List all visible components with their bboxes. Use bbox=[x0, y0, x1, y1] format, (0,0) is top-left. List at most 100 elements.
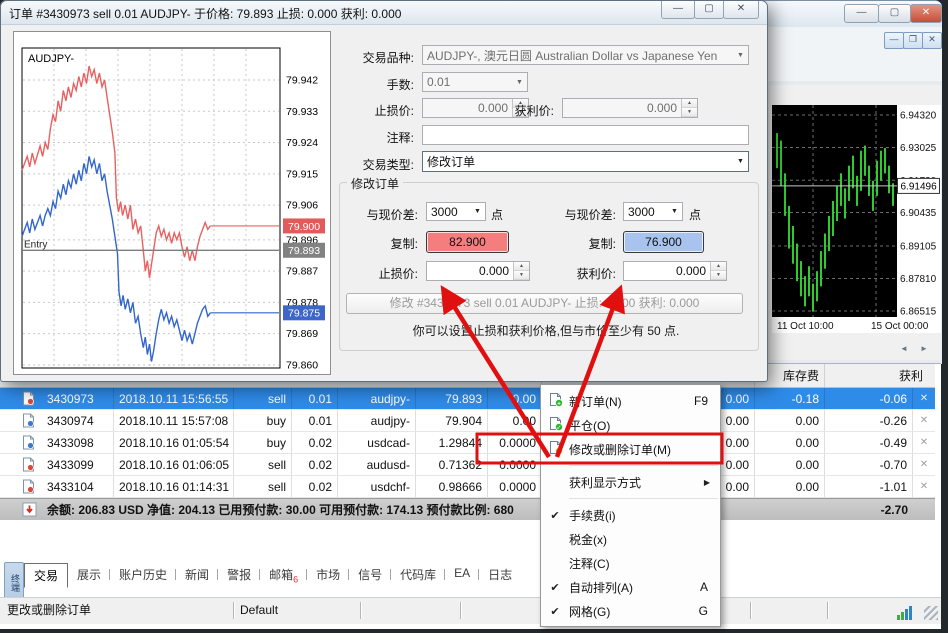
menu-item-获利显示方式[interactable]: 获利显示方式 ▶ bbox=[541, 470, 720, 494]
maximize-button[interactable]: ▢ bbox=[878, 4, 911, 23]
spinner-buttons[interactable]: ▲ ▼ bbox=[681, 99, 697, 117]
symbol-select[interactable]: AUDJPY-, 澳元日圆 Australian Dollar vs Japan… bbox=[422, 45, 749, 65]
order-id: 3430974 bbox=[42, 410, 114, 431]
chart-restore-button[interactable]: ❐ bbox=[903, 32, 923, 49]
volume-label: 手数: bbox=[386, 78, 414, 92]
close-order-icon[interactable]: ✕ bbox=[919, 393, 929, 404]
check-icon: ✔ bbox=[550, 509, 560, 522]
volume-select[interactable]: 0.01 ▼ bbox=[422, 72, 528, 92]
order-swap: 0.00 bbox=[755, 454, 825, 475]
chart-minimize-button[interactable]: — bbox=[884, 32, 904, 49]
scroll-left-icon[interactable]: ◄ bbox=[900, 344, 908, 353]
status-profile[interactable]: Default bbox=[240, 603, 279, 617]
order-dialog: 订单 #3430973 sell 0.01 AUDJPY- 于价格: 79.89… bbox=[0, 0, 768, 382]
svg-text:79.875: 79.875 bbox=[288, 308, 320, 320]
market-chart-panel[interactable]: 6.943206.930256.917206.904356.891056.878… bbox=[769, 85, 941, 360]
spinner-buttons[interactable]: ▲ ▼ bbox=[512, 99, 528, 117]
order-time: 2018.10.11 15:56:55 bbox=[114, 388, 234, 409]
dialog-titlebar[interactable]: 订单 #3430973 sell 0.01 AUDJPY- 于价格: 79.89… bbox=[1, 1, 767, 25]
modify-stoploss-label: 止损价: bbox=[378, 267, 418, 281]
tab-EA[interactable]: EA bbox=[445, 563, 480, 583]
scroll-right-icon[interactable]: ► bbox=[920, 344, 928, 353]
close-button[interactable]: ✕ bbox=[910, 4, 942, 23]
takeprofit-field[interactable]: 0.000 ▲ ▼ bbox=[562, 98, 698, 118]
menu-item-label: 网格(G) bbox=[569, 604, 611, 619]
chevron-down-icon: ▼ bbox=[671, 208, 678, 215]
menu-item-手续费(i)[interactable]: ✔ 手续费(i) bbox=[541, 503, 720, 527]
stoploss-field[interactable]: 0.000 ▲ ▼ bbox=[422, 98, 529, 118]
order-time: 2018.10.16 01:14:31 bbox=[114, 476, 234, 497]
svg-text:11 Oct 10:00: 11 Oct 10:00 bbox=[777, 321, 834, 332]
tab-账户历史[interactable]: 账户历史 bbox=[110, 563, 177, 586]
order-type-icon bbox=[20, 454, 42, 475]
modify-stoploss-field[interactable]: 0.000 ▲ ▼ bbox=[426, 261, 530, 281]
order-time: 2018.10.16 01:05:54 bbox=[114, 432, 234, 453]
tab-代码库[interactable]: 代码库 bbox=[391, 563, 446, 586]
total-profit: -2.70 bbox=[880, 503, 908, 517]
comment-label: 注释: bbox=[386, 131, 414, 145]
price-diff-label-left: 与现价差: bbox=[366, 208, 418, 222]
copy-buy-price-button[interactable]: 76.900 bbox=[623, 231, 704, 253]
order-type-select[interactable]: 修改订单 ▼ bbox=[422, 151, 749, 172]
menu-item-税金(x)[interactable]: 税金(x) bbox=[541, 527, 720, 551]
chevron-down-icon: ▼ bbox=[737, 158, 744, 165]
new-order-icon: + bbox=[548, 392, 563, 410]
order-id: 3430973 bbox=[42, 388, 114, 409]
menu-item-网格(G)[interactable]: ✔ 网格(G) G bbox=[541, 599, 720, 623]
comment-input[interactable] bbox=[422, 125, 749, 145]
chart-close-button[interactable]: ✕ bbox=[922, 32, 942, 49]
copy-sell-price-button[interactable]: 82.900 bbox=[426, 231, 509, 253]
points-label-right: 点 bbox=[689, 208, 702, 222]
swap-column-header[interactable]: 库存费 bbox=[755, 364, 825, 387]
menu-item-label: 手续费(i) bbox=[569, 508, 616, 523]
modify-group-title: 修改订单 bbox=[347, 175, 404, 192]
menu-separator bbox=[541, 494, 720, 503]
price-diff-select-left[interactable]: 3000 ▼ bbox=[426, 202, 486, 221]
menu-item-平仓(O)[interactable]: ✓ 平仓(O) bbox=[541, 413, 720, 437]
copy-label-sell: 复制: bbox=[390, 237, 418, 251]
modify-order-button[interactable]: 修改 #3430973 sell 0.01 AUDJPY- 止损: 0.000 … bbox=[346, 293, 743, 314]
order-row[interactable]: 3433099 2018.10.16 01:06:05 sell 0.02 audusd… bbox=[0, 454, 935, 476]
svg-text:15 Oct 00:00: 15 Oct 00:00 bbox=[871, 321, 929, 332]
dialog-close-button[interactable]: ✕ bbox=[723, 1, 759, 19]
menu-item-label: 平仓(O) bbox=[569, 418, 611, 433]
tab-交易[interactable]: 交易 bbox=[24, 563, 69, 588]
modify-takeprofit-field[interactable]: 0.000 ▲ ▼ bbox=[623, 261, 727, 281]
menu-item-新订单(N)[interactable]: + 新订单(N) F9 bbox=[541, 389, 720, 413]
tab-警报[interactable]: 警报 bbox=[218, 563, 261, 586]
mailbox-badge: 6 bbox=[293, 574, 299, 585]
menu-item-自动排列(A)[interactable]: ✔ 自动排列(A) A bbox=[541, 575, 720, 599]
order-row[interactable]: 3430973 2018.10.11 15:56:55 sell 0.01 audjpy… bbox=[0, 388, 935, 410]
order-time: 2018.10.11 15:57:08 bbox=[114, 410, 234, 431]
close-order-icon[interactable]: ✕ bbox=[919, 437, 929, 448]
menu-item-注释(C)[interactable]: 注释(C) bbox=[541, 551, 720, 575]
tab-日志[interactable]: 日志 bbox=[488, 568, 513, 582]
spinner-buttons[interactable]: ▲ ▼ bbox=[710, 262, 726, 280]
profit-column-header[interactable]: 获利 bbox=[898, 369, 923, 383]
order-type-icon bbox=[20, 476, 42, 497]
order-symbol: audjpy- bbox=[338, 388, 416, 409]
order-sl: 0.00 bbox=[488, 410, 542, 431]
close-order-icon[interactable]: ✕ bbox=[919, 459, 929, 470]
tab-市场[interactable]: 市场 bbox=[307, 563, 350, 586]
price-diff-select-right[interactable]: 3000 ▼ bbox=[623, 202, 683, 221]
close-order-icon[interactable]: ✕ bbox=[919, 415, 929, 426]
tab-邮箱[interactable]: 邮箱6 bbox=[260, 563, 308, 587]
minimize-button[interactable]: — bbox=[844, 4, 879, 23]
tab-信号[interactable]: 信号 bbox=[349, 563, 392, 586]
tab-新闻[interactable]: 新闻 bbox=[176, 563, 219, 586]
tab-展示[interactable]: 展示 bbox=[68, 563, 111, 586]
account-summary-row: 余额: 206.83 USD 净值: 204.13 已用预付款: 30.00 可… bbox=[0, 498, 935, 520]
resize-grip[interactable] bbox=[924, 606, 938, 620]
dialog-minimize-button[interactable]: — bbox=[661, 1, 695, 19]
svg-text:6.91496: 6.91496 bbox=[901, 182, 938, 193]
order-row[interactable]: 3433098 2018.10.16 01:05:54 buy 0.02 usdcad-… bbox=[0, 432, 935, 454]
svg-text:79.887: 79.887 bbox=[286, 266, 318, 278]
menu-item-修改或删除订单(M)[interactable]: ✱ 修改或删除订单(M) bbox=[541, 437, 720, 461]
order-row[interactable]: 3430974 2018.10.11 15:57:08 buy 0.01 audjpy-… bbox=[0, 410, 935, 432]
spinner-buttons[interactable]: ▲ ▼ bbox=[513, 262, 529, 280]
close-order-icon[interactable]: ✕ bbox=[919, 481, 929, 492]
order-row[interactable]: 3433104 2018.10.16 01:14:31 sell 0.02 usdchf… bbox=[0, 476, 935, 498]
modify-note-text: 你可以设置止损和获利价格,但与市价至少有 50 点. bbox=[412, 324, 680, 338]
dialog-maximize-button[interactable]: ▢ bbox=[694, 1, 724, 19]
